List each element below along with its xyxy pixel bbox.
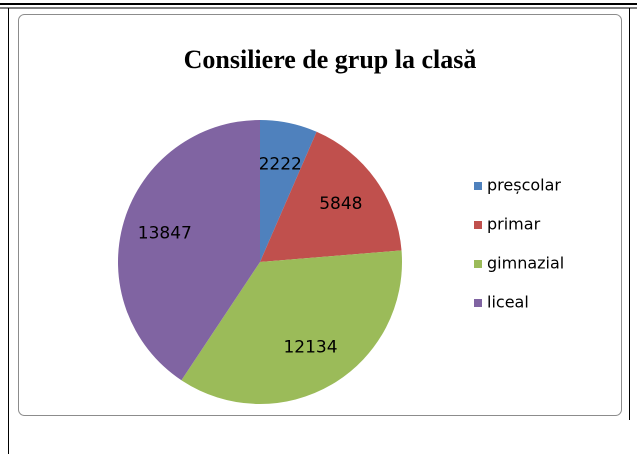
pie-slice <box>260 131 402 262</box>
legend-swatch <box>474 221 482 229</box>
pie-slice <box>117 120 261 381</box>
data-label: 5848 <box>319 194 362 214</box>
legend-label: gimnazial <box>487 254 564 273</box>
pie-slice <box>260 120 317 262</box>
legend-label: liceal <box>487 293 529 312</box>
legend-label: primar <box>487 215 541 234</box>
data-label: 13847 <box>138 223 192 243</box>
legend-swatch <box>474 299 482 307</box>
pie-slice <box>181 250 402 404</box>
legend-label: preșcolar <box>487 176 561 195</box>
data-label: 2222 <box>259 155 302 175</box>
legend-swatch <box>474 260 482 268</box>
data-label: 12134 <box>283 338 337 358</box>
chart-title: Consiliere de grup la clasă <box>184 45 477 74</box>
legend-swatch <box>474 182 482 190</box>
